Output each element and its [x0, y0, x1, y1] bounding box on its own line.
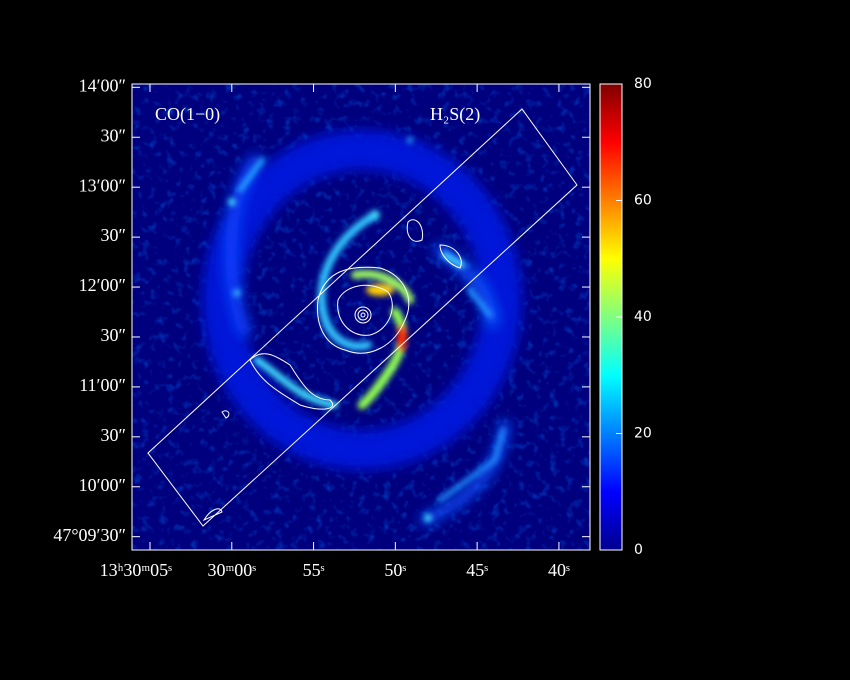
y-tick-label: 10′00″ [79, 475, 126, 495]
y-tick-label: 47°09′30″ [53, 525, 126, 545]
colorbar-tick-label: 0 [634, 542, 643, 558]
y-tick-label: 30″ [101, 225, 127, 245]
y-tick-label: 11′00″ [79, 375, 126, 395]
image [132, 84, 590, 550]
x-tick-label: 55ˢ [303, 560, 325, 580]
frame [131, 83, 591, 551]
colorbar-tick-label: 60 [634, 193, 652, 209]
y-tick-label: 30″ [101, 125, 127, 145]
colorbar-tick-label: 20 [634, 426, 652, 442]
colorbar: 0 20 40 60 80 [599, 76, 652, 558]
contours [147, 108, 578, 527]
y-tick-label: 12′00″ [79, 275, 126, 295]
colorbar-tick-label: 40 [634, 309, 652, 325]
x-tick-label: 13ʰ30ᵐ05ˢ [100, 560, 173, 580]
x-tick-label: 50ˢ [384, 560, 406, 580]
y-tick-label: 14′00″ [79, 75, 126, 95]
x-tick-label: 45ˢ [466, 560, 488, 580]
y-tick-label: 13′00″ [79, 175, 126, 195]
map-label: CO(1−0) [155, 104, 220, 125]
x-tick-label: 30ᵐ00ˢ [207, 560, 256, 580]
y-tick-label: 30″ [101, 325, 127, 345]
x-tick-label: 40ˢ [548, 560, 570, 580]
map-label: H₂S(2) [430, 104, 480, 125]
colorbar-tick-label: 80 [634, 76, 652, 92]
y-tick-label: 30″ [101, 425, 127, 445]
